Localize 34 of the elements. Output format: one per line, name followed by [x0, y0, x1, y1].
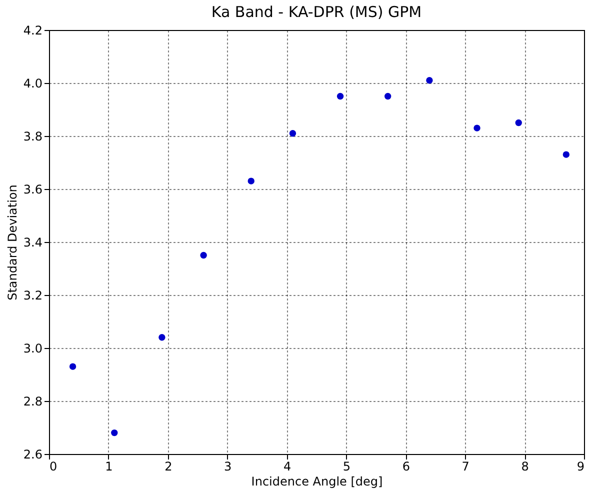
point	[562, 151, 570, 158]
y-tick-label: 4.0	[23, 76, 42, 90]
point	[515, 119, 522, 126]
x-tick-label: 9	[576, 460, 584, 474]
x-tick-label: 7	[462, 460, 470, 474]
y-tick-label: 3.6	[23, 182, 42, 196]
x-tick-label: 0	[50, 460, 58, 474]
point	[474, 124, 480, 132]
x-tick-label: 5	[342, 460, 351, 474]
point	[248, 178, 254, 184]
y-tick-label: 2.8	[23, 394, 42, 408]
x-tick-label: 8	[521, 460, 529, 474]
x-tick-label: 2	[164, 460, 172, 474]
y-axis-title: Standard Deviation	[5, 184, 20, 300]
x-tick-label: 6	[402, 460, 410, 474]
y-tick-label: 3.4	[23, 236, 42, 250]
point	[111, 429, 118, 436]
point	[200, 252, 207, 259]
y-tick-label: 3.8	[23, 130, 42, 144]
y-tick-label: 3.0	[23, 342, 42, 356]
point	[426, 77, 433, 84]
x-tick-label: 3	[224, 460, 232, 474]
y-tick-label: 4.2	[23, 24, 42, 38]
point	[158, 334, 166, 341]
y-tick-label: 2.6	[23, 448, 42, 462]
chart-title: Ka Band - KA-DPR (MS) GPM	[211, 3, 422, 21]
point	[336, 92, 344, 100]
point	[289, 130, 296, 137]
y-tick-label: 3.2	[23, 288, 42, 302]
x-tick-label: 1	[105, 460, 113, 474]
x-tick-label: 4	[283, 460, 292, 474]
point	[384, 92, 392, 100]
point	[69, 363, 76, 370]
x-axis-title: Incidence Angle [deg]	[251, 474, 383, 488]
